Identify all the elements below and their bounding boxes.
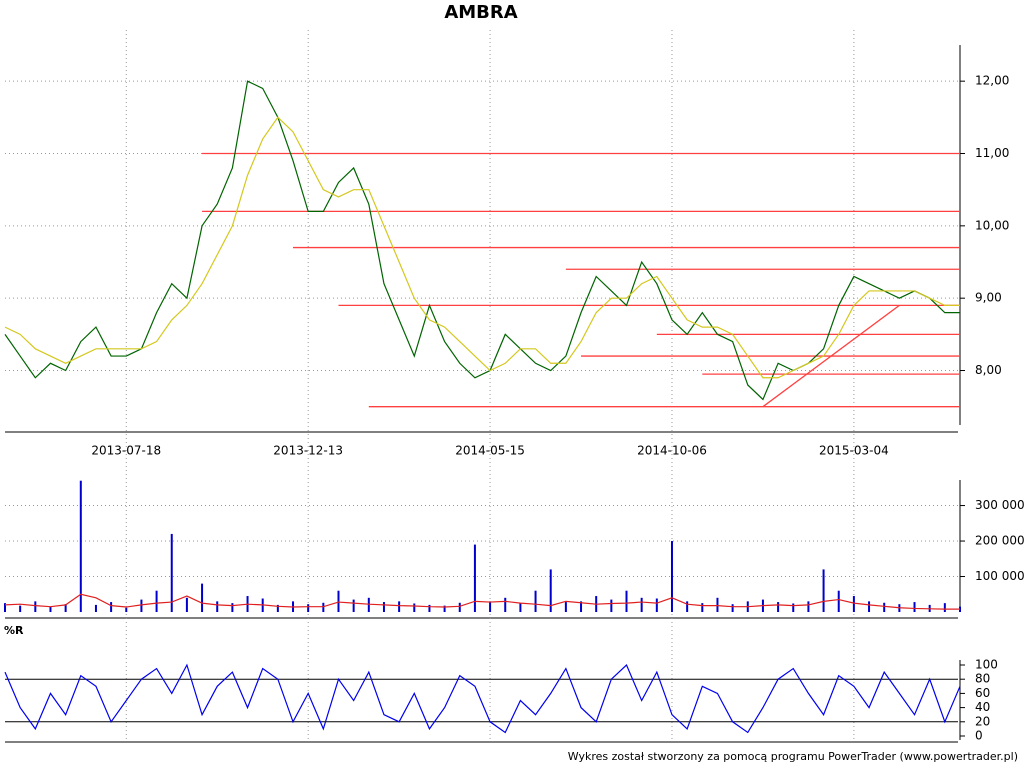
volume-bar — [913, 602, 916, 612]
volume-bar — [140, 599, 143, 612]
volume-bar — [185, 597, 188, 612]
y-tick-label: 10,00 — [975, 218, 1009, 232]
y-tick-label: 8,00 — [975, 363, 1002, 377]
volume-bar — [549, 569, 552, 612]
volume-bar — [610, 599, 613, 612]
y-tick-label: 20 — [975, 714, 990, 728]
y-tick-label: 40 — [975, 700, 990, 714]
volume-bar — [701, 603, 704, 612]
volume-bar — [731, 604, 734, 612]
volume-bar — [655, 598, 658, 612]
y-tick-label: 11,00 — [975, 146, 1009, 160]
volume-bar — [534, 590, 537, 612]
volume-bar — [777, 602, 780, 612]
volume-bar — [201, 583, 204, 612]
volume-bar — [580, 601, 583, 612]
volume-bar — [943, 603, 946, 612]
volume-bar — [807, 601, 810, 612]
volume-bar — [367, 597, 370, 612]
volume-bar — [276, 604, 279, 612]
y-tick-label: 80 — [975, 672, 990, 686]
volume-bar — [883, 602, 886, 612]
indicator-title: %R — [4, 624, 24, 637]
volume-average — [4, 593, 960, 610]
volume-bar — [307, 604, 310, 612]
x-tick-label: 2013-12-13 — [273, 444, 343, 458]
volume-bar — [428, 604, 431, 612]
volume-bar — [686, 601, 689, 612]
volume-bar — [110, 602, 113, 612]
volume-bar — [19, 605, 22, 612]
volume-bar — [125, 607, 128, 612]
price-line — [4, 80, 960, 401]
volume-bar — [216, 601, 219, 612]
x-tick-label: 2014-10-06 — [637, 444, 707, 458]
volume-bar — [352, 599, 355, 612]
y-tick-label: 9,00 — [975, 291, 1002, 305]
volume-bar — [64, 604, 67, 612]
y-tick-label: 100 000 — [975, 569, 1024, 583]
volume-bar — [852, 596, 855, 612]
y-tick-label: 60 — [975, 686, 990, 700]
volume-bar — [489, 601, 492, 612]
volume-bar — [519, 603, 522, 612]
y-tick-label: 0 — [975, 729, 983, 743]
volume-bar — [792, 603, 795, 612]
trend-line — [762, 304, 900, 408]
footer: Wykres został stworzony za pomocą progra… — [568, 750, 1018, 763]
y-tick-label: 100 — [975, 658, 998, 672]
y-tick-label: 300 000 — [975, 498, 1024, 512]
volume-bar — [4, 603, 6, 612]
volume-bar — [504, 597, 507, 612]
chart-title: AMBRA — [444, 2, 517, 23]
volume-bar — [564, 602, 567, 612]
volume-bar — [458, 602, 461, 612]
x-tick-label: 2015-03-04 — [819, 444, 889, 458]
volume-bar — [473, 544, 476, 612]
volume-bar — [94, 604, 97, 612]
volume-bar — [670, 541, 673, 612]
volume-bar — [231, 603, 234, 612]
volume-bar — [155, 590, 158, 612]
x-tick-label: 2013-07-18 — [91, 444, 161, 458]
volume-bar — [398, 601, 401, 612]
x-tick-label: 2014-05-15 — [455, 444, 525, 458]
volume-bar — [837, 590, 840, 612]
volume-bar — [716, 597, 719, 612]
indicator-line — [4, 663, 961, 734]
volume-bar — [170, 533, 173, 612]
y-tick-label: 12,00 — [975, 74, 1009, 88]
volume-bar — [413, 603, 416, 612]
volume-bar — [640, 597, 643, 612]
volume-bar — [49, 606, 52, 612]
volume-bar — [79, 480, 82, 612]
volume-bar — [822, 569, 825, 612]
volume-bar — [322, 602, 325, 612]
volume-bar — [868, 601, 871, 612]
average-line — [4, 116, 960, 379]
volume-bar — [443, 605, 446, 612]
volume-bar — [382, 602, 385, 612]
volume-bar — [625, 590, 628, 612]
volume-bar — [337, 590, 340, 612]
volume-bar — [34, 601, 37, 612]
y-tick-label: 200 000 — [975, 534, 1024, 548]
